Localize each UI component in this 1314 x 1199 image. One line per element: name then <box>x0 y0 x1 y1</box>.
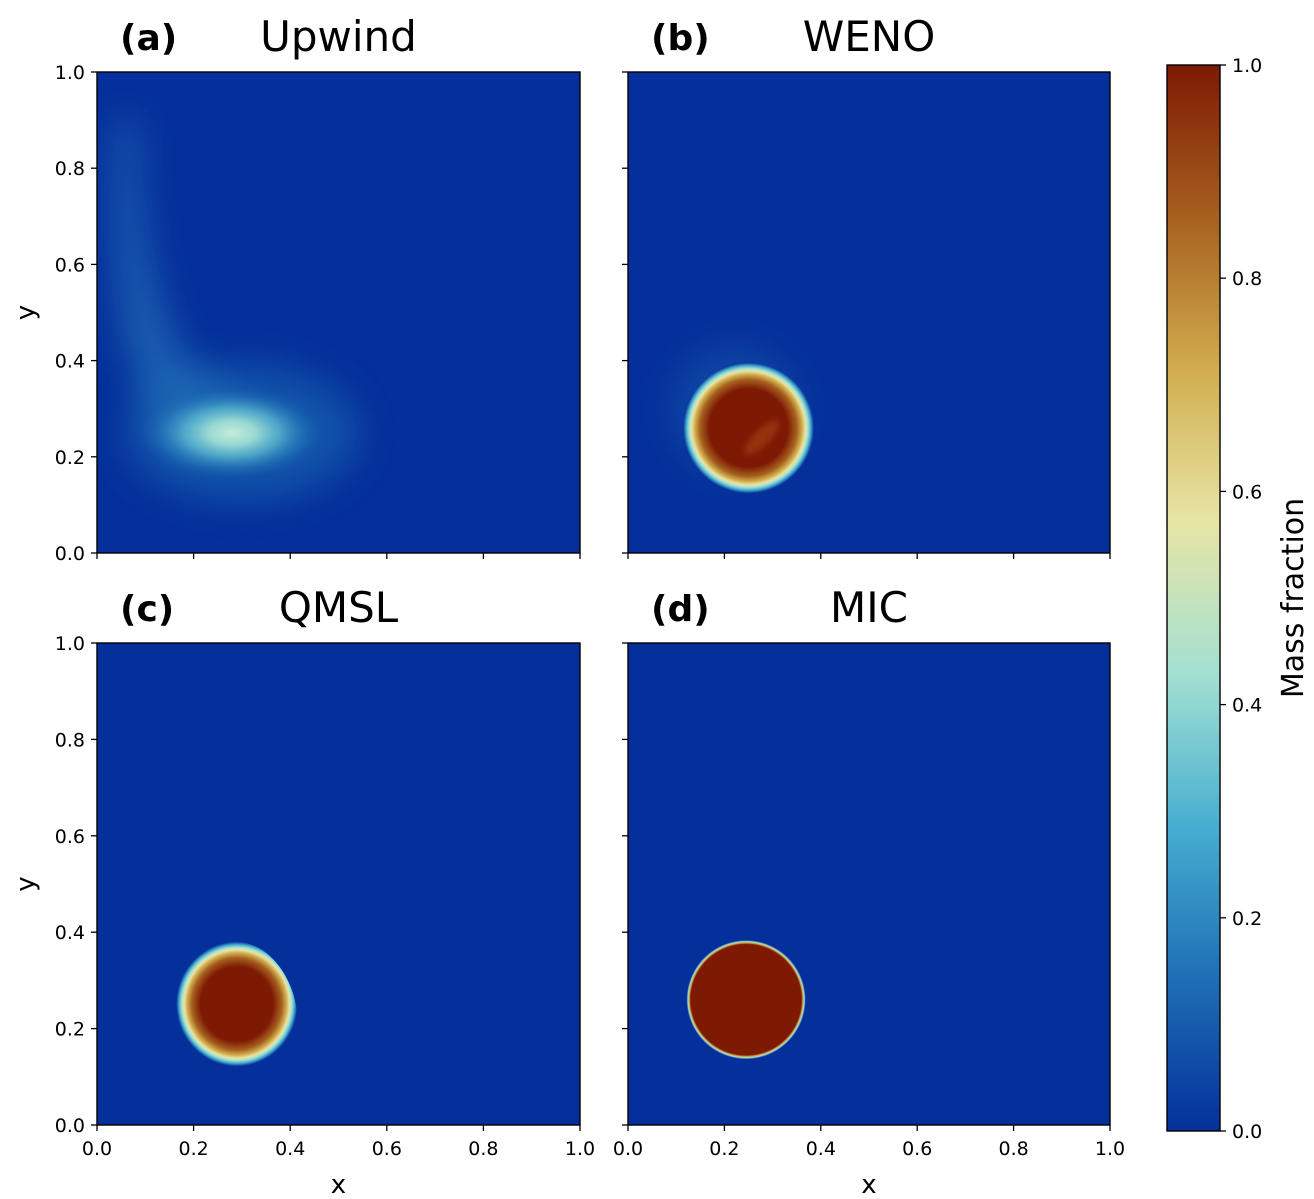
colorbar-label: Mass fraction <box>1276 498 1311 698</box>
panel-2: (b) WENO <box>622 12 1111 559</box>
heatmap-field <box>671 346 814 494</box>
panel-3: 0.00.0 0.2 0.2 0.4 0.4 0.6 0.6 0.8 0.8 1.0 1.0 (c) Q… <box>11 583 595 1160</box>
y-axis-label: y <box>11 876 41 891</box>
heatmap-background <box>628 643 1110 1125</box>
heatmap-field <box>114 120 358 501</box>
feature-disc <box>686 940 806 1060</box>
axes-frame <box>627 71 1111 554</box>
colorbar-tick-label: 0.0 <box>1232 1121 1262 1143</box>
panel-letter: (b) <box>651 18 710 59</box>
x-tick-label: 1.0 <box>565 1138 595 1160</box>
x-tick-label: 0.4 <box>806 1138 836 1160</box>
colorbar-tick-label: 0.4 <box>1232 695 1262 717</box>
y-tick-label: 0.4 <box>55 922 85 944</box>
x-tick-label: 0.0 <box>613 1138 643 1160</box>
y-tick-label: 0.2 <box>55 447 85 469</box>
feature-tail <box>114 120 257 457</box>
y-tick-label: 0.2 <box>55 1019 85 1041</box>
y-tick-label: 0.4 <box>55 351 85 373</box>
y-tick-label: 0.6 <box>55 826 85 848</box>
panel-1: 0.0 0.2 0.4 0.6 0.8 1.0 (a) Upwind y <box>11 12 581 565</box>
x-axis-label: x <box>861 1170 876 1199</box>
y-tick-label: 0.0 <box>55 543 85 565</box>
y-axis-label: y <box>11 305 41 320</box>
feature-blob <box>135 384 329 482</box>
colorbar-gradient <box>1166 64 1221 1132</box>
y-tick-label: 0.6 <box>55 254 85 276</box>
panel-letter: (c) <box>120 589 174 630</box>
x-tick-label: 0.6 <box>902 1138 932 1160</box>
x-axis-label: x <box>331 1170 346 1199</box>
y-tick-label: 0.8 <box>55 729 85 751</box>
feature-streak <box>744 420 779 455</box>
panel-4: 0.0 0.2 0.4 0.6 0.8 1.0 (d) MIC x <box>613 583 1125 1199</box>
feature-disc <box>683 362 814 494</box>
x-tick-label: 1.0 <box>1095 1138 1125 1160</box>
x-tick-label: 0.2 <box>709 1138 739 1160</box>
panel-title: Upwind <box>260 12 417 61</box>
x-tick-label: 0.6 <box>372 1138 402 1160</box>
y-tick-label: 1.0 <box>55 633 85 655</box>
panel-title: WENO <box>803 12 936 61</box>
colorbar-tick-label: 0.2 <box>1232 908 1262 930</box>
colorbar-tick-label: 0.8 <box>1232 268 1262 290</box>
axes-frame <box>96 71 581 554</box>
colorbar-tick-label: 1.0 <box>1232 55 1262 77</box>
panel-letter: (d) <box>651 589 710 630</box>
x-tick-label: 0.8 <box>468 1138 498 1160</box>
x-tick-label: 0.4 <box>275 1138 305 1160</box>
x-tick-label: 0.8 <box>998 1138 1028 1160</box>
feature-blob <box>176 941 298 1067</box>
axes-frame <box>627 642 1111 1126</box>
panel-title: MIC <box>830 583 908 632</box>
y-tick-label: 1.0 <box>55 62 85 84</box>
panel-letter: (a) <box>120 18 177 59</box>
axes-frame <box>96 642 581 1126</box>
heatmap-background <box>97 643 580 1125</box>
x-tick-label: 0.0 <box>82 1138 112 1160</box>
colorbar: 0.0 0.2 0.4 0.6 0.8 1.0 Mass fraction <box>1166 55 1311 1143</box>
y-tick-label: 0.8 <box>55 158 85 180</box>
y-tick-label: 0.0 <box>55 1115 85 1137</box>
x-tick-label: 0.2 <box>178 1138 208 1160</box>
panel-title: QMSL <box>279 583 399 632</box>
heatmap-field <box>686 940 806 1060</box>
colorbar-tick-label: 0.6 <box>1232 481 1262 503</box>
heatmap-field <box>176 941 298 1067</box>
heatmap-background <box>628 72 1110 553</box>
